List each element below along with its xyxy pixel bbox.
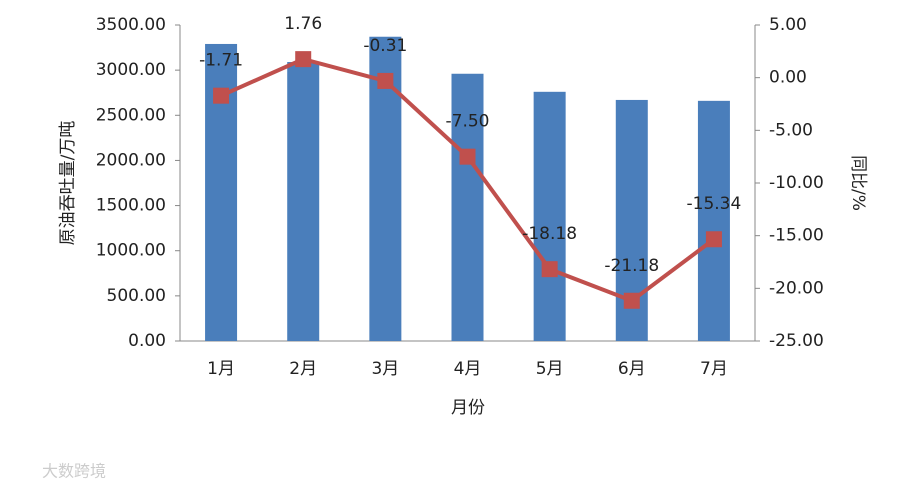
y-axis-title: 原油吞吐量/万吨 (58, 121, 78, 246)
y-tick-label: 0.00 (128, 331, 166, 351)
y-tick-label: 1000.00 (96, 241, 166, 261)
data-label: -21.18 (604, 256, 659, 276)
marker (459, 148, 476, 165)
marker (541, 261, 558, 278)
data-label: 1.76 (284, 14, 322, 34)
data-label: -18.18 (522, 224, 577, 244)
bar (451, 73, 484, 342)
marker (377, 72, 394, 89)
marker (623, 292, 640, 309)
y2-tick-label: -25.00 (769, 331, 824, 351)
x-tick-label: 2月 (289, 359, 317, 379)
x-axis-title: 月份 (451, 398, 485, 418)
x-tick-label: 3月 (371, 359, 399, 379)
y-tick-label: 1500.00 (96, 196, 166, 216)
marker (295, 51, 312, 68)
x-tick-label: 1月 (207, 359, 235, 379)
y-tick-label: 3000.00 (96, 60, 166, 80)
marker (213, 87, 230, 104)
y-tick-label: 2000.00 (96, 150, 166, 170)
data-label: -0.31 (363, 36, 407, 56)
y2-tick-label: -5.00 (769, 120, 813, 140)
data-label: -15.34 (687, 194, 742, 214)
data-label: -1.71 (199, 51, 243, 71)
x-tick-label: 5月 (536, 359, 564, 379)
y2-tick-label: 5.00 (769, 15, 807, 35)
x-tick-label: 4月 (454, 359, 482, 379)
marker (705, 231, 722, 248)
y-tick-label: 2500.00 (96, 105, 166, 125)
bar (287, 62, 320, 341)
y-tick-label: 3500.00 (96, 15, 166, 35)
y-tick-label: 500.00 (107, 286, 166, 306)
y2-tick-label: -15.00 (769, 226, 824, 246)
y2-axis-title: 同比/% (848, 155, 868, 211)
y2-tick-label: 0.00 (769, 68, 807, 88)
watermark: 大数跨境 (42, 462, 106, 481)
y2-tick-label: -20.00 (769, 278, 824, 298)
x-tick-label: 7月 (700, 359, 728, 379)
y2-tick-label: -10.00 (769, 173, 824, 193)
bar (697, 100, 730, 341)
data-label: -7.50 (446, 112, 490, 132)
bar (533, 91, 566, 341)
x-tick-label: 6月 (618, 359, 646, 379)
